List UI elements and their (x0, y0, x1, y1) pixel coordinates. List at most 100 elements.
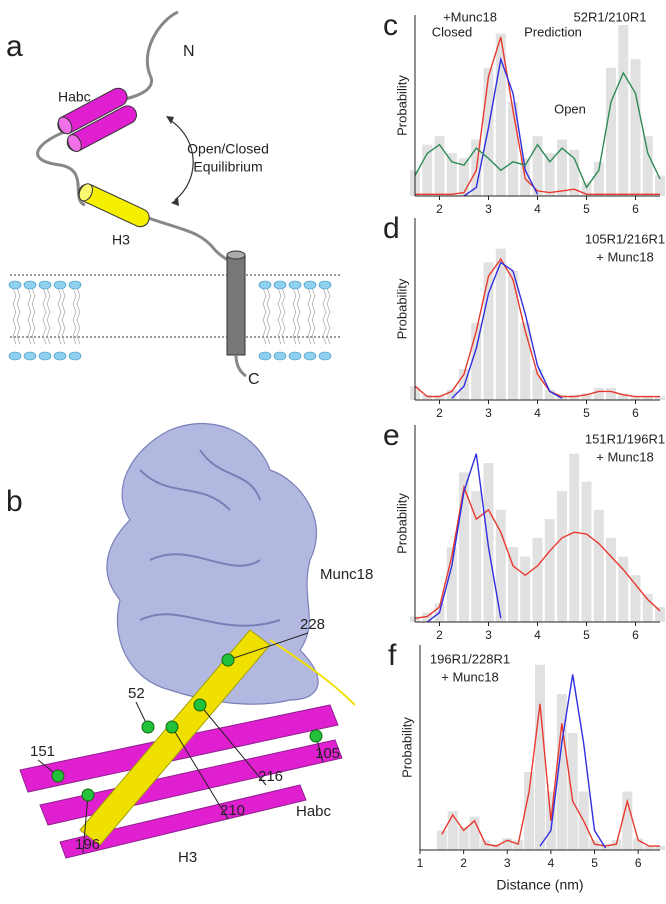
error-bar (630, 59, 641, 197)
error-bar (581, 393, 592, 400)
chart-title: 105R1/216R1 (585, 231, 665, 246)
h3-tail (269, 639, 356, 706)
series-line (426, 453, 502, 623)
residue-label: 228 (300, 616, 325, 633)
lipid-tail (27, 287, 36, 345)
error-bar (471, 322, 482, 400)
error-bar (508, 101, 518, 196)
error-bar (483, 262, 494, 400)
error-bar (606, 387, 616, 400)
x-axis-label: Distance (nm) (496, 877, 583, 893)
error-bar (593, 509, 604, 622)
error-bar (606, 67, 616, 196)
error-bar (469, 816, 480, 850)
error-bar (589, 840, 600, 850)
tm-helix (226, 254, 246, 356)
equilibrium-arrow (169, 119, 194, 201)
error-bar (606, 537, 616, 622)
panel-label: f (388, 639, 397, 672)
error-bar (491, 844, 502, 850)
lipid-head (258, 351, 272, 361)
error-bar (569, 394, 580, 400)
error-bar (520, 322, 531, 400)
panel-b: b Munc18 228 52 151 105 216 210 196 H3 Habc (6, 422, 373, 866)
series-line (414, 257, 660, 398)
x-tick-label: 5 (583, 628, 590, 642)
error-bar (569, 453, 580, 622)
x-tick-label: 3 (485, 406, 492, 420)
pointer (171, 726, 229, 820)
lipid-head (318, 351, 332, 361)
error-bar (630, 396, 641, 400)
error-bar (644, 846, 655, 850)
panel-label: a (6, 30, 23, 63)
arrow-heads (166, 116, 179, 206)
series-line (414, 484, 661, 619)
residue-label: 210 (220, 802, 245, 819)
error-bar (611, 840, 622, 850)
lipid-head (303, 280, 317, 290)
munc18-structure (106, 422, 319, 705)
h3-helix (78, 183, 150, 228)
lipid-tail (277, 287, 286, 345)
series-line (414, 71, 661, 189)
error-bar (622, 791, 633, 850)
equilibrium-label: Open/Closed (187, 141, 269, 157)
y-axis-label: Probability (394, 75, 409, 136)
error-bar (422, 612, 433, 622)
error-bar (655, 396, 665, 400)
lipid-tail (322, 287, 331, 345)
error-bar (544, 153, 555, 196)
error-bar (655, 607, 665, 622)
lipid-tail (292, 287, 301, 345)
lipid-tail (262, 287, 271, 345)
lipid-tail (72, 287, 81, 345)
error-bar (480, 840, 491, 850)
habc-helices (57, 87, 137, 153)
h3-label: H3 (112, 232, 130, 248)
habc-ribbons (19, 704, 343, 859)
sphere (193, 698, 207, 712)
lipid-tail (307, 287, 316, 345)
backbone (234, 354, 247, 378)
habc-label: Habc (58, 89, 91, 105)
error-bar (535, 664, 545, 850)
error-bar (502, 838, 513, 850)
annotation: Open (554, 101, 586, 116)
h3-label: H3 (178, 849, 197, 866)
residue-label: 52 (128, 685, 145, 702)
annotation: +Munc18 (443, 9, 497, 24)
pointer (227, 632, 309, 661)
h3-ribbon (79, 629, 271, 846)
munc18-label: Munc18 (320, 566, 373, 583)
x-tick-label: 3 (485, 628, 492, 642)
lipid-head (258, 280, 272, 290)
x-tick-label: 2 (436, 628, 443, 642)
error-bar (544, 389, 555, 400)
x-tick-label: 4 (534, 628, 541, 642)
error-bar (642, 396, 653, 400)
series-line (441, 703, 660, 847)
error-bar (436, 830, 447, 850)
error-bar (655, 175, 665, 196)
error-bar (618, 556, 629, 622)
lipid-head (8, 351, 22, 361)
x-tick-label: 4 (534, 202, 541, 216)
c-terminus: C (248, 371, 260, 388)
habc-label: Habc (296, 803, 332, 820)
error-bar (422, 144, 433, 196)
error-bar (642, 593, 653, 622)
residue-label: 105 (315, 745, 340, 762)
error-bar (459, 472, 469, 622)
error-bar (569, 149, 580, 196)
error-bar (434, 136, 445, 196)
lipid-tail (12, 287, 21, 345)
error-bar (630, 575, 641, 622)
error-bar (532, 537, 543, 622)
sphere (309, 729, 323, 743)
munc18-detail (139, 449, 281, 627)
error-bar (581, 182, 592, 196)
error-bar (508, 547, 518, 622)
